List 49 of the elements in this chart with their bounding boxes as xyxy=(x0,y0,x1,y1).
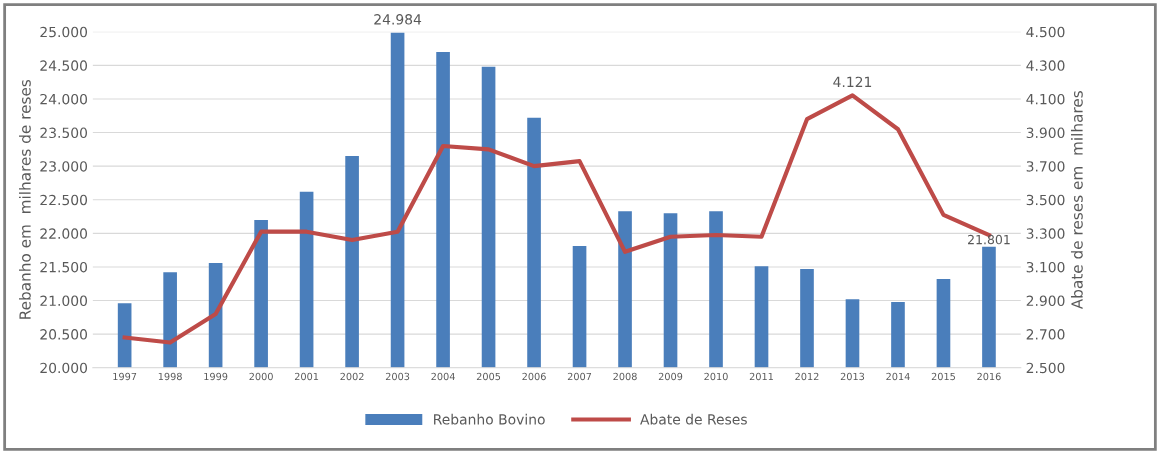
y2-tick-label: 4.100 xyxy=(1026,93,1065,105)
y2-tick-label: 3.500 xyxy=(1026,194,1065,206)
x-tick-label: 2011 xyxy=(749,372,773,381)
x-tick-label: 2009 xyxy=(658,372,683,381)
y-tick-label: 20.500 xyxy=(40,329,88,340)
y-tick-label: 25.000 xyxy=(40,26,88,38)
x-tick-label: 2002 xyxy=(340,372,364,381)
x-tick-label: 2001 xyxy=(294,372,319,381)
x-tick-label: 2016 xyxy=(977,372,1001,381)
x-tick-label: 1998 xyxy=(158,372,182,381)
y2-tick-label: 3.700 xyxy=(1026,161,1065,172)
x-tick-label: 2010 xyxy=(704,372,728,381)
x-tick-label: 2006 xyxy=(522,372,546,381)
y2-tick-label: 2.500 xyxy=(1026,362,1065,374)
y-tick-label: 24.500 xyxy=(40,60,88,71)
y-axis-title: Rebanho em milhares de reses xyxy=(19,79,31,319)
x-tick-label: 2013 xyxy=(840,372,865,381)
y-tick-label: 24.000 xyxy=(40,93,88,105)
x-tick-label: 1997 xyxy=(113,372,137,381)
legend-label: Abate de Reses xyxy=(640,413,747,425)
y-tick-label: 21.500 xyxy=(40,261,88,273)
x-tick-label: 2014 xyxy=(886,372,910,381)
y2-tick-label: 2.700 xyxy=(1026,329,1065,340)
y-tick-label: 22.000 xyxy=(40,228,88,239)
data-label: 24.984 xyxy=(374,14,422,25)
x-tick-label: 2012 xyxy=(795,372,819,381)
y-tick-label: 22.500 xyxy=(40,194,88,206)
data-label: 21.801 xyxy=(968,234,1010,245)
y2-tick-label: 3.300 xyxy=(1026,228,1065,239)
x-tick-label: 2008 xyxy=(613,372,637,381)
y-tick-label: 23.500 xyxy=(40,127,88,139)
x-tick-label: 2015 xyxy=(931,372,955,381)
y2-tick-label: 3.900 xyxy=(1026,127,1065,139)
y2-axis-title: Abate de reses em milhares xyxy=(1070,91,1083,310)
y-tick-label: 21.000 xyxy=(40,295,88,307)
y-tick-label: 20.000 xyxy=(40,362,88,374)
y2-tick-label: 4.500 xyxy=(1026,26,1065,38)
x-tick-label: 2007 xyxy=(567,372,592,381)
x-tick-label: 2000 xyxy=(249,372,273,381)
y2-tick-label: 3.100 xyxy=(1026,261,1065,273)
x-tick-label: 1999 xyxy=(204,372,228,381)
legend-label: Rebanho Bovino xyxy=(434,413,545,425)
y2-tick-label: 2.900 xyxy=(1026,295,1065,307)
x-tick-label: 2003 xyxy=(385,372,410,381)
x-tick-label: 2004 xyxy=(431,372,455,381)
y2-tick-label: 4.300 xyxy=(1026,60,1065,71)
y-tick-label: 23.000 xyxy=(40,161,88,172)
data-label: 4.121 xyxy=(833,76,872,87)
x-tick-label: 2005 xyxy=(476,372,501,381)
